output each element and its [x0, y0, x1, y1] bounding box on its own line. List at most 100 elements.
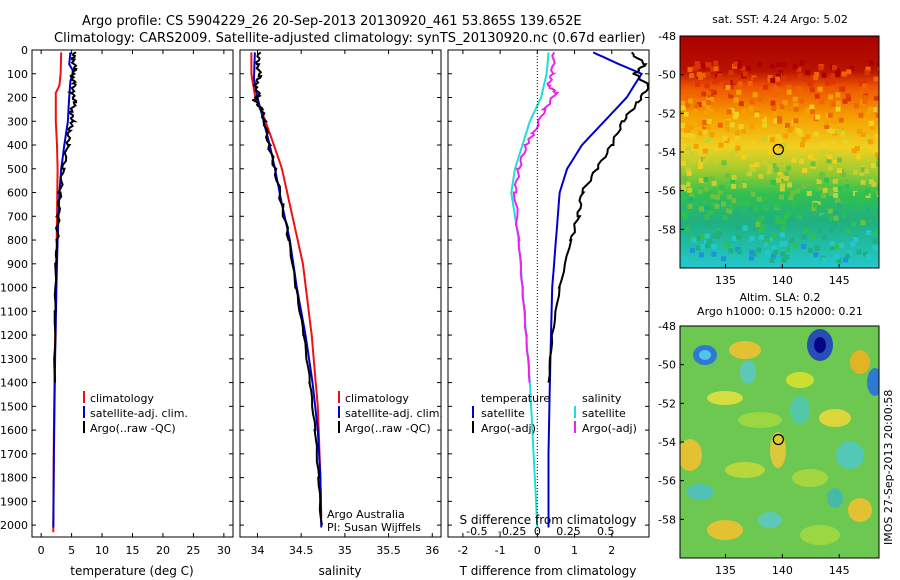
depth-tick-label: 1700 — [0, 448, 28, 461]
sst-cell — [799, 142, 805, 148]
sst-cell — [827, 127, 832, 133]
sst-cell — [738, 200, 744, 206]
sst-cell — [807, 181, 813, 187]
sst-cell — [733, 61, 739, 67]
sst-cell — [763, 241, 769, 247]
sst-cell — [818, 65, 824, 71]
temperature-plot-frame — [31, 49, 234, 538]
sst-cell — [773, 249, 779, 255]
legend-title-temperature: temperature — [481, 392, 550, 405]
sst-cell — [868, 179, 874, 185]
sst-cell — [775, 203, 781, 209]
annotation-pi: PI: Susan Wijffels — [327, 521, 421, 534]
sst-cell — [705, 71, 711, 77]
sst-cell — [824, 177, 830, 183]
sst-cell — [710, 193, 716, 199]
sst-cell — [734, 130, 740, 136]
sst-cell — [726, 194, 732, 200]
difference-x-axis: -2 -1 0 1 2 -0.5 -0.25 0 0.25 0.5 — [457, 50, 615, 557]
sst-cell — [833, 187, 839, 192]
sla-map — [680, 326, 879, 558]
sst-cell — [875, 152, 879, 158]
sst-cell — [738, 101, 744, 107]
sst-cell — [839, 242, 844, 248]
sst-cell — [771, 253, 777, 259]
sst-cell — [704, 243, 710, 249]
sst-cell — [703, 176, 709, 182]
sst-cell — [704, 138, 710, 143]
sst-cell — [680, 183, 686, 189]
sst-cell — [728, 84, 734, 90]
sst-cell — [733, 97, 739, 103]
difference-plot-frame — [447, 49, 650, 538]
sst-cell — [722, 135, 728, 141]
sst-cell — [871, 107, 877, 112]
sst-cell — [729, 140, 735, 146]
sst-cell — [784, 176, 790, 181]
sst-cell — [768, 236, 774, 242]
sst-cell — [844, 179, 850, 185]
sst-cell — [773, 167, 779, 173]
sst-cell — [756, 196, 762, 202]
sst-cell — [855, 154, 861, 160]
sst-cell — [805, 70, 811, 76]
sst-cell — [706, 119, 712, 124]
map-y-tick-label: -48 — [658, 30, 676, 43]
sst-cell — [736, 234, 741, 240]
sst-cell — [753, 206, 759, 212]
sst-cell — [832, 158, 838, 164]
sst-cell — [871, 148, 877, 154]
sst-cell — [779, 232, 785, 238]
sst-cell — [708, 135, 714, 141]
salinity-series — [250, 51, 323, 528]
sst-cell — [776, 73, 782, 79]
sst-cell — [705, 125, 711, 131]
difference-series — [510, 51, 649, 528]
sst-cell — [737, 249, 743, 255]
sst-cell — [830, 73, 836, 79]
sla-anomaly — [836, 441, 864, 469]
sst-cell — [801, 183, 807, 189]
sst-cell — [821, 72, 827, 78]
sst-cell — [771, 163, 777, 169]
sst-cell — [756, 218, 762, 224]
sst-cell — [702, 148, 708, 154]
sst-cell — [860, 198, 866, 204]
map-y-tick-label: -54 — [658, 436, 676, 449]
sst-cell — [772, 91, 778, 97]
sst-cell — [824, 120, 830, 126]
x-tick-label: 20 — [156, 544, 170, 557]
sst-cell — [750, 166, 756, 172]
sst-cell — [730, 178, 736, 184]
sst-cell — [831, 140, 837, 146]
sst-map-title: sat. SST: 4.24 Argo: 5.02 — [712, 13, 848, 26]
sst-cell — [809, 78, 815, 83]
sst-cell — [711, 180, 717, 186]
sst-cell — [835, 198, 841, 204]
sst-cell — [796, 67, 802, 73]
sst-cell — [762, 136, 768, 142]
sst-cell — [776, 177, 782, 183]
sst-cell — [737, 63, 743, 69]
map-y-tick-label: -52 — [658, 397, 676, 410]
sst-cell — [758, 173, 764, 179]
sst-cell — [775, 133, 781, 139]
sst-cell — [817, 86, 823, 92]
sst-cell — [729, 151, 735, 157]
sst-cell — [779, 174, 785, 180]
sst-cell — [711, 90, 717, 95]
sst-cell — [811, 233, 817, 239]
sst-cell — [680, 100, 686, 106]
sst-cell — [732, 114, 738, 120]
sst-cell — [684, 226, 690, 232]
sst-cell — [873, 95, 879, 101]
sst-cell — [819, 172, 825, 177]
sst-cell — [843, 139, 848, 145]
depth-tick-label: 1400 — [0, 377, 28, 390]
sla-anomaly — [867, 368, 879, 396]
depth-tick-label: 300 — [7, 115, 28, 128]
sst-cell — [872, 91, 878, 97]
sla-anomaly — [827, 488, 843, 508]
sst-cell — [771, 233, 777, 239]
legend-label-argo: Argo(..raw -QC) — [345, 422, 431, 435]
